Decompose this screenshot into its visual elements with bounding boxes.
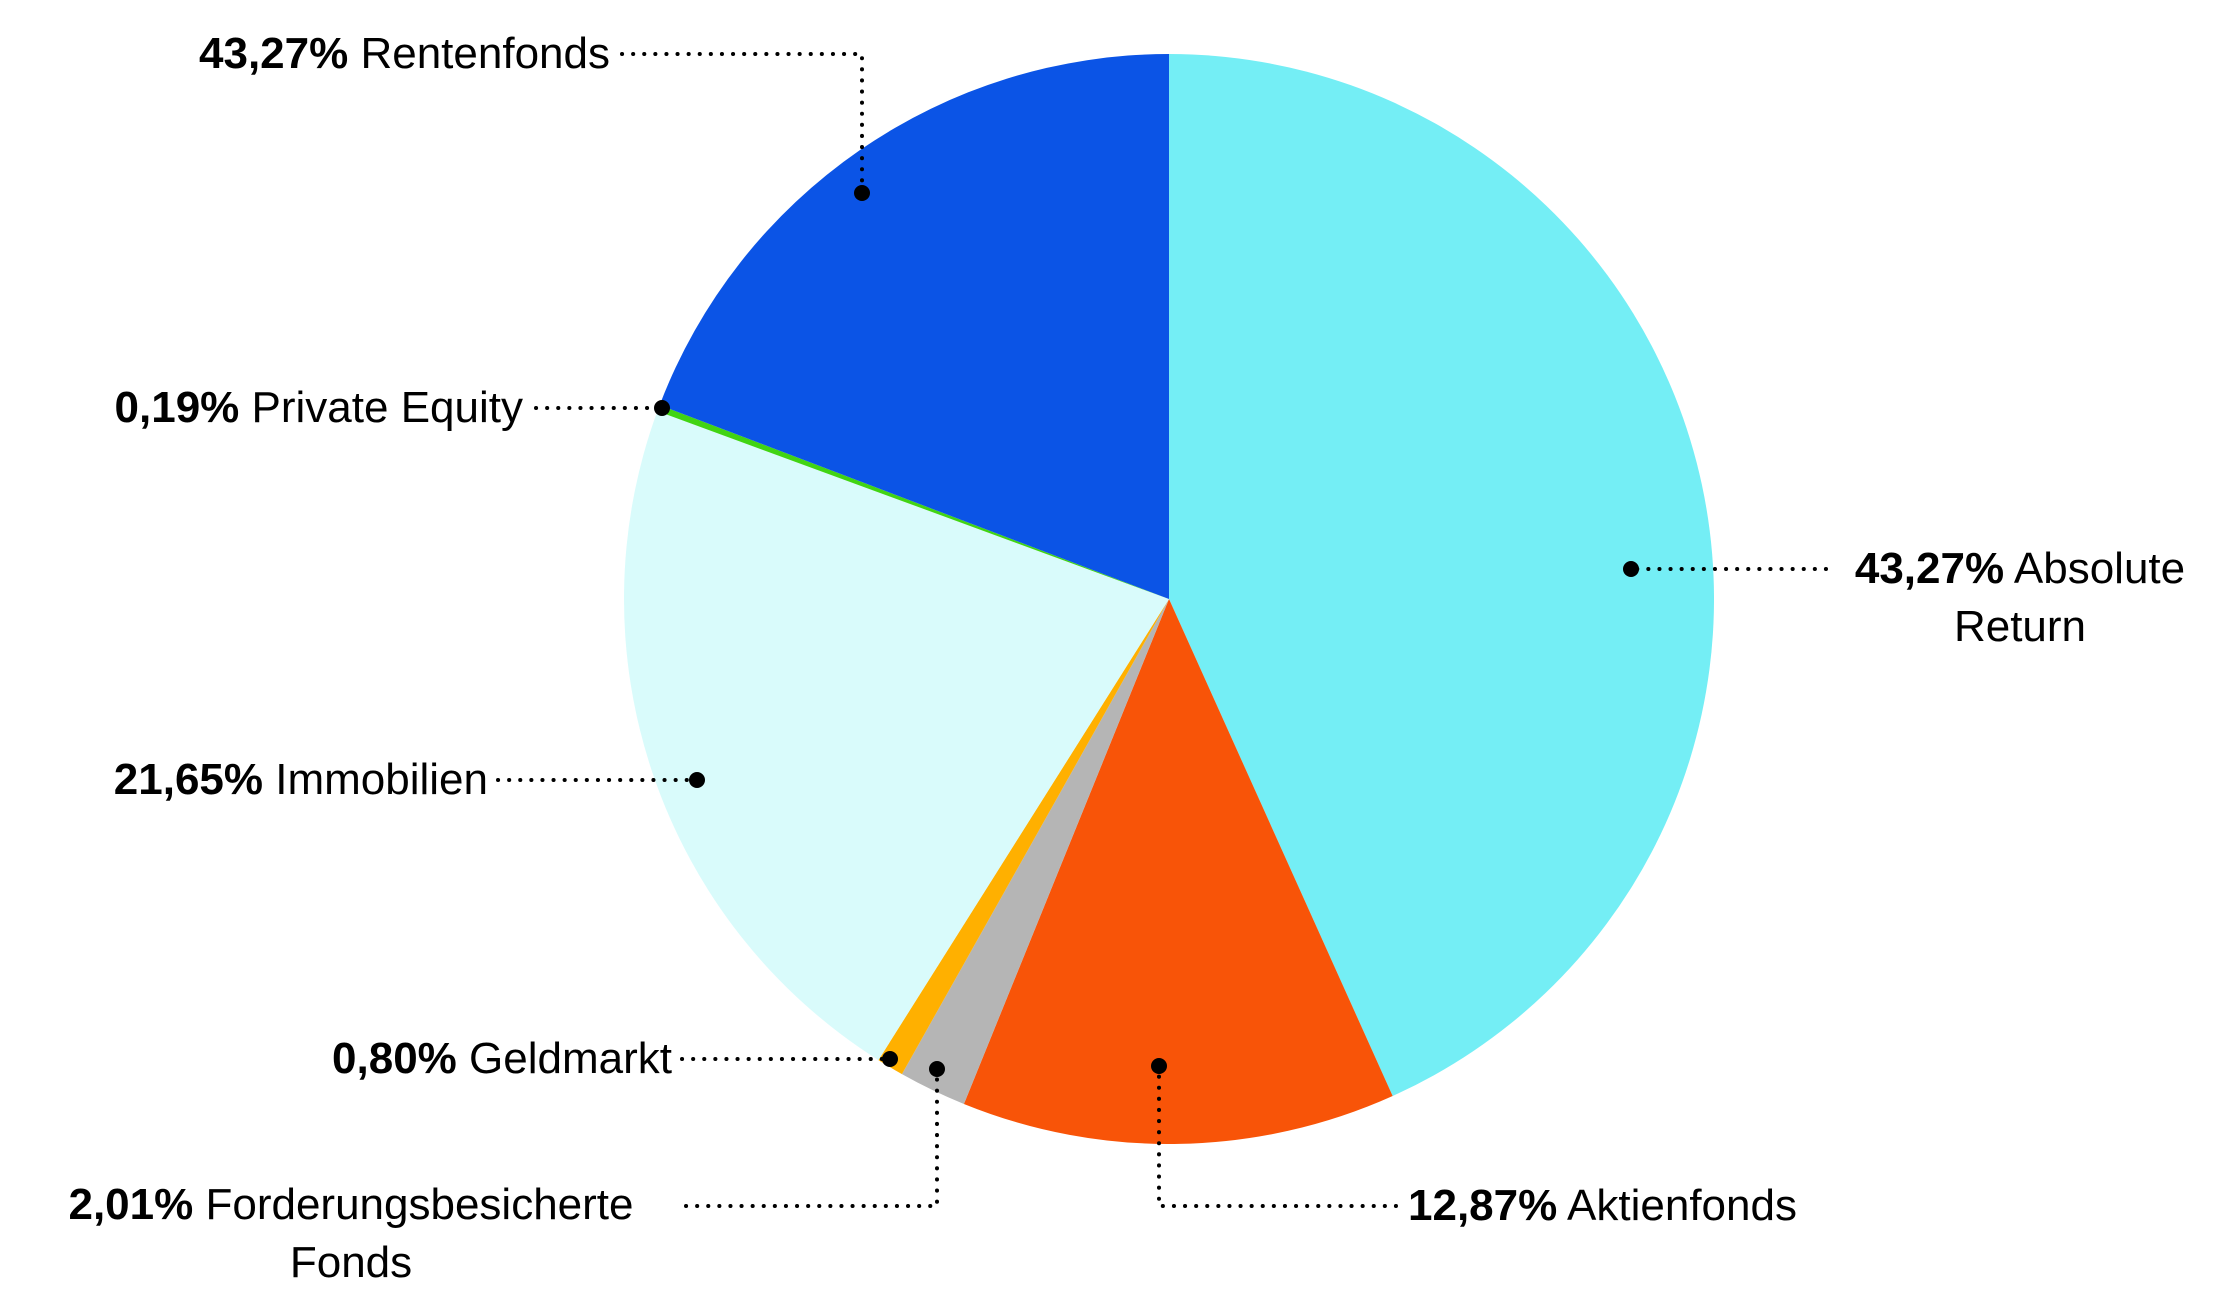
name-rentenfonds: Rentenfonds: [360, 29, 610, 78]
pct-immobilien: 21,65%: [113, 755, 264, 804]
pie-slice-absolute-return: [1169, 54, 1714, 1096]
name-aktienfonds: Aktienfonds: [1567, 1181, 1797, 1230]
pct-private-equity: 0,19%: [114, 383, 240, 432]
name-immobilien: Immobilien: [275, 755, 488, 804]
pie-slice-geldmarkt: [878, 599, 1169, 1075]
label-aktienfonds: 12,87% Aktienfonds: [1408, 1181, 1797, 1231]
pie-chart: [624, 54, 1714, 1144]
label-forderungsbesicherte-fonds: 2,01% Forderungsbesicherte Fonds: [36, 1176, 666, 1292]
pct-geldmarkt: 0,80%: [332, 1034, 457, 1083]
pct-forderungsbesicherte-fonds: 2,01%: [68, 1180, 194, 1229]
pie-slice-immobilien: [624, 411, 1169, 1061]
label-geldmarkt: 0,80% Geldmarkt: [332, 1034, 672, 1084]
label-rentenfonds: 43,27% Rentenfonds: [199, 29, 610, 79]
name-geldmarkt: Geldmarkt: [469, 1034, 672, 1083]
pct-rentenfonds: 43,27%: [199, 29, 349, 78]
label-absolute-return: 43,27% Absolute Return: [1830, 540, 2210, 656]
pie-slice-private-equity: [657, 405, 1169, 599]
pie-slice-forderungsbesicherte-fonds: [901, 599, 1169, 1104]
pie-slice-rentenfonds: [659, 54, 1169, 599]
label-immobilien: 21,65% Immobilien: [114, 755, 488, 805]
name-private-equity: Private Equity: [251, 383, 523, 432]
label-private-equity: 0,19% Private Equity: [115, 383, 523, 433]
pie-slice-aktienfonds: [963, 599, 1393, 1144]
pct-aktienfonds: 12,87%: [1408, 1181, 1558, 1230]
name-absolute-return: Absolute Return: [1953, 544, 2186, 651]
pct-absolute-return: 43,27%: [1854, 544, 2005, 593]
name-forderungsbesicherte-fonds: Forderungsbesicherte Fonds: [205, 1180, 634, 1287]
